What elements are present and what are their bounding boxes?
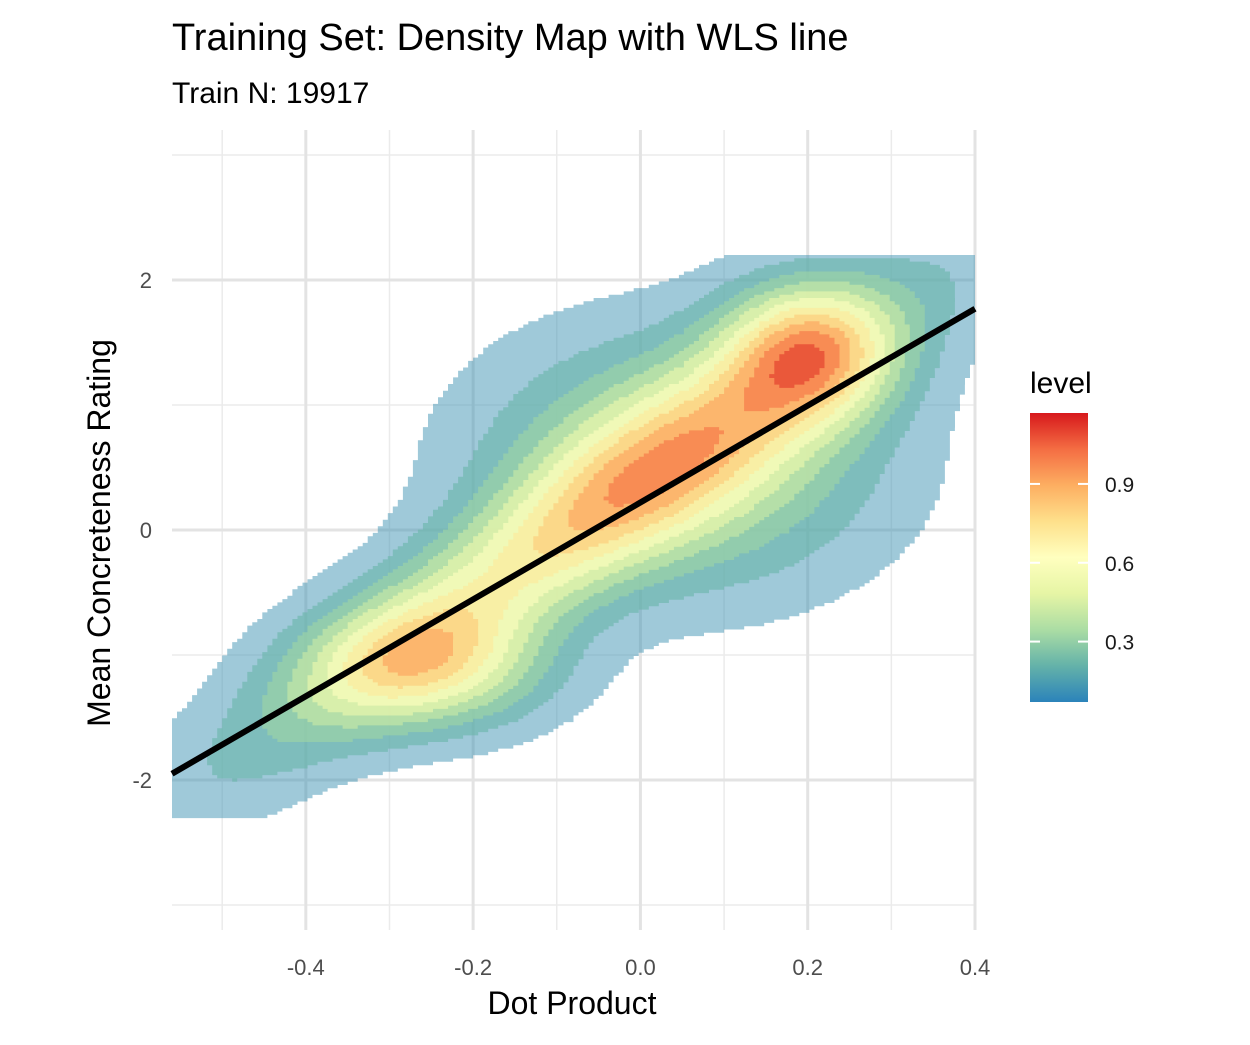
legend-tick-label: 0.3 xyxy=(1105,632,1134,655)
y-axis: -2 0 2 xyxy=(132,268,152,793)
density-layer xyxy=(171,255,975,819)
x-tick-label: 0.0 xyxy=(625,955,656,980)
legend-title: level xyxy=(1030,367,1092,400)
wls-line xyxy=(170,306,977,777)
y-axis-title: Mean Concreteness Rating xyxy=(81,339,117,727)
y-tick-label: -2 xyxy=(132,768,152,793)
x-axis-title: Dot Product xyxy=(488,985,657,1021)
x-axis: -0.4 -0.2 0.0 0.2 0.4 xyxy=(287,955,990,980)
wls-line-layer xyxy=(170,306,977,777)
density-band-10 xyxy=(769,344,825,388)
x-tick-label: -0.2 xyxy=(454,955,492,980)
y-tick-label: 2 xyxy=(140,268,152,293)
chart-title: Training Set: Density Map with WLS line xyxy=(172,17,849,59)
legend-colorbar xyxy=(1030,413,1088,702)
chart-subtitle: Train N: 19917 xyxy=(172,77,369,110)
y-tick-label: 0 xyxy=(140,518,152,543)
x-tick-label: 0.4 xyxy=(960,955,991,980)
legend-tick-label: 0.6 xyxy=(1105,553,1134,576)
x-tick-label: 0.2 xyxy=(792,955,823,980)
legend: level 0.3 0.6 0.9 xyxy=(1030,367,1134,702)
x-tick-label: -0.4 xyxy=(287,955,325,980)
legend-tick-label: 0.9 xyxy=(1105,474,1134,497)
